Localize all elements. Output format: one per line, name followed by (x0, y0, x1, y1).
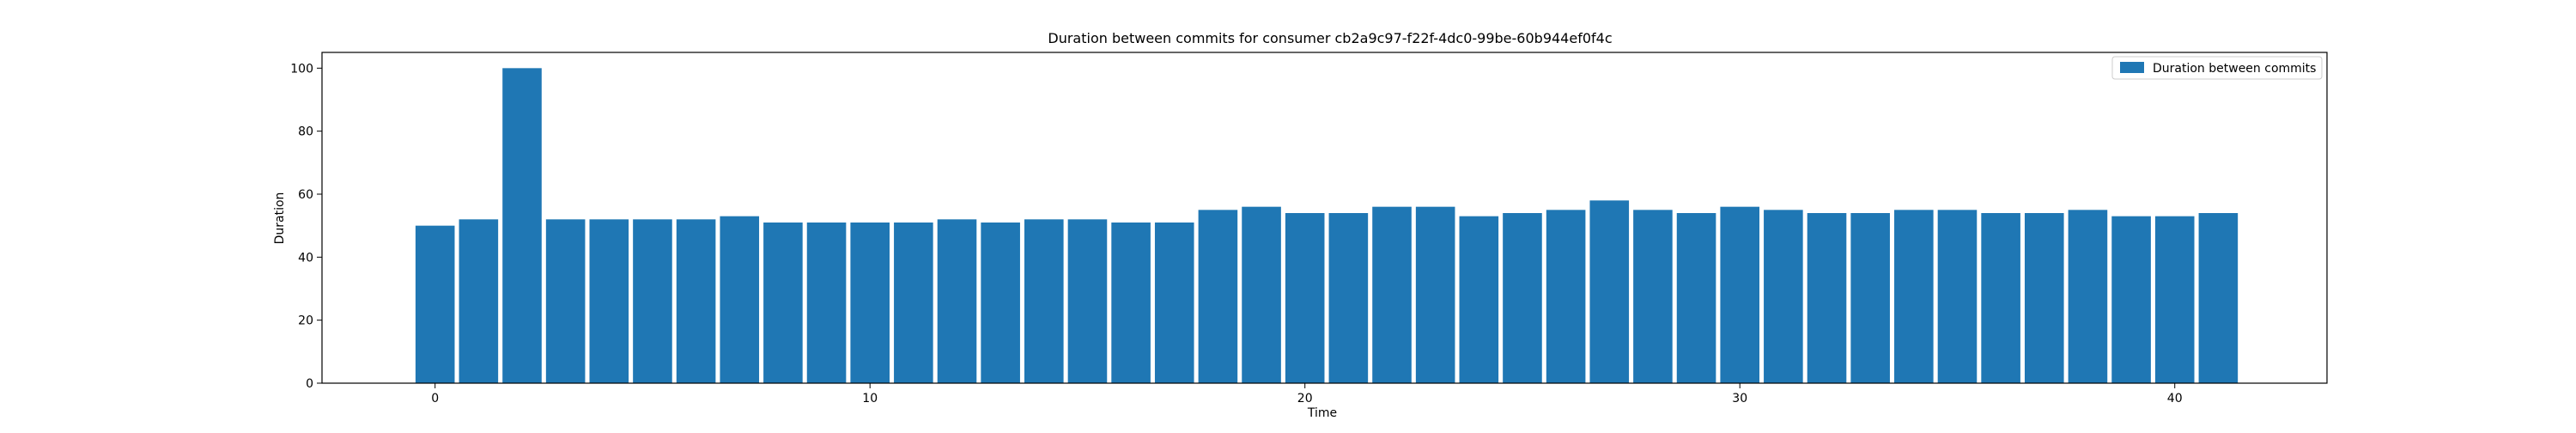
bar-0 (415, 225, 455, 383)
y-tick-label: 0 (306, 377, 313, 391)
chart-title: Duration between commits for consumer cb… (1048, 30, 1612, 46)
bar-20 (1285, 213, 1325, 383)
bar-27 (1589, 200, 1630, 383)
bar-5 (633, 219, 672, 383)
legend-label: Duration between commits (2153, 62, 2316, 76)
bar-8 (763, 223, 803, 383)
x-axis-ticks: 0 10 20 30 40 (431, 383, 2183, 406)
x-axis-label: Time (1307, 406, 1337, 420)
bar-40 (2154, 216, 2195, 383)
bar-26 (1546, 210, 1586, 383)
bar-10 (850, 223, 890, 383)
bar-34 (1894, 210, 1934, 383)
bar-39 (2111, 216, 2151, 383)
plot-frame (321, 52, 2328, 384)
y-tick-label: 20 (298, 314, 313, 328)
bar-16 (1111, 223, 1151, 383)
bar-9 (806, 223, 847, 383)
y-axis-ticks: 0 20 40 60 80 100 (290, 62, 322, 391)
legend-swatch (2120, 62, 2144, 73)
x-tick-label: 10 (862, 392, 878, 406)
bar-7 (720, 216, 760, 383)
bar-28 (1633, 210, 1673, 383)
x-tick-label: 40 (2167, 392, 2183, 406)
bar-30 (1720, 206, 1760, 383)
bar-36 (1981, 213, 2020, 383)
bar-21 (1328, 213, 1369, 383)
bar-33 (1850, 213, 1890, 383)
bar-12 (937, 219, 977, 383)
x-tick-label: 0 (431, 392, 439, 406)
y-tick-label: 60 (298, 188, 313, 202)
bar-11 (894, 223, 933, 383)
x-tick-label: 30 (1732, 392, 1747, 406)
bar-32 (1807, 213, 1847, 383)
bar-25 (1503, 213, 1542, 383)
bar-3 (545, 219, 586, 383)
y-tick-label: 80 (298, 125, 313, 139)
bar-38 (2068, 210, 2108, 383)
bar-24 (1459, 216, 1499, 383)
bar-17 (1154, 223, 1194, 383)
bar-6 (676, 219, 716, 383)
bar-13 (981, 223, 1020, 383)
bar-4 (589, 219, 629, 383)
legend: Duration between commits (2111, 56, 2323, 80)
bar-31 (1764, 210, 1803, 383)
bar-18 (1198, 210, 1238, 383)
y-tick-label: 40 (298, 251, 313, 265)
bar-37 (2024, 213, 2064, 383)
bar-35 (1937, 210, 1978, 383)
legend-frame (2111, 56, 2323, 80)
y-tick-label: 100 (290, 62, 313, 76)
bar-41 (2198, 213, 2239, 383)
bar-14 (1024, 219, 1064, 383)
bar-1 (459, 219, 499, 383)
bar-2 (502, 68, 542, 383)
x-tick-label: 20 (1297, 392, 1313, 406)
bar-23 (1415, 206, 1455, 383)
bar-29 (1676, 213, 1716, 383)
bar-22 (1372, 206, 1412, 383)
bar-15 (1067, 219, 1108, 383)
y-axis-label: Duration (273, 192, 287, 245)
bar-19 (1242, 206, 1281, 383)
bars-group (415, 68, 2239, 383)
